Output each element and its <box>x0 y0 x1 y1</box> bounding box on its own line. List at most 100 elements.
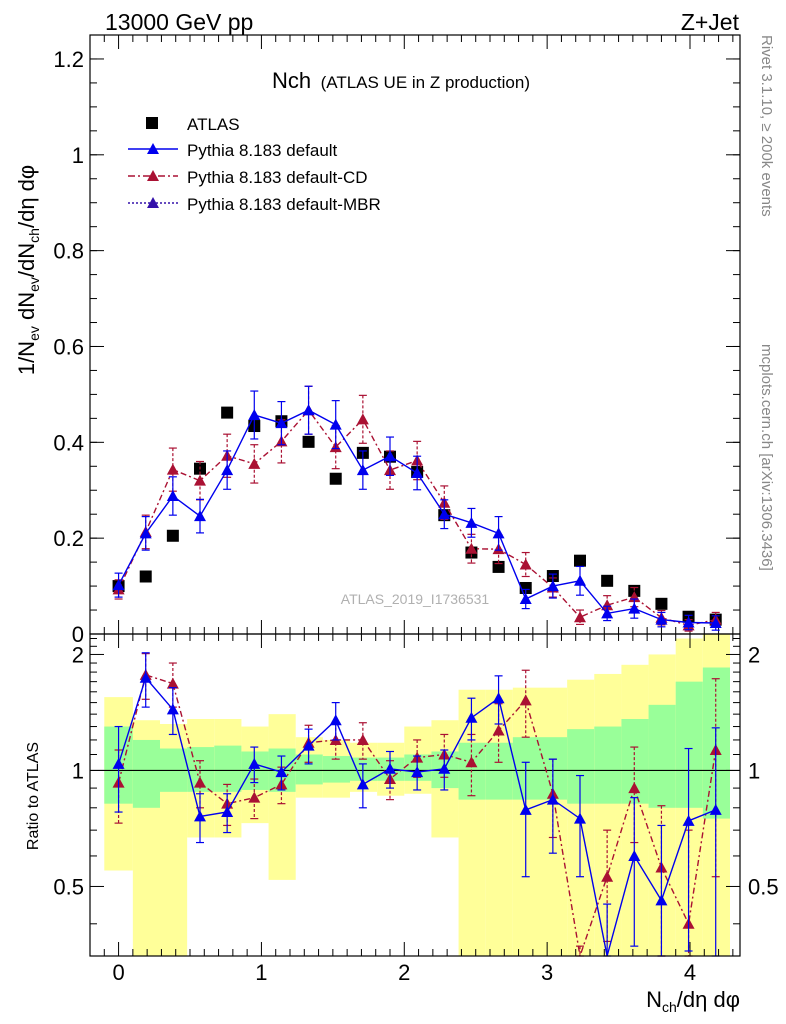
ratio-default-point <box>519 803 532 815</box>
ratio-default-point <box>112 757 125 769</box>
default-cd-point <box>574 611 586 623</box>
ratio-y-tick-label: 1 <box>72 758 84 783</box>
default-point <box>166 489 179 501</box>
atlas-data-point <box>574 554 586 567</box>
default-point <box>465 516 478 528</box>
band-inner-bin <box>567 729 595 804</box>
default-point <box>248 409 261 421</box>
ratio-default-point <box>438 762 451 774</box>
band-outer-bin <box>458 689 486 956</box>
ratio-default-point <box>302 739 315 751</box>
ratio-default-point <box>139 671 152 683</box>
energy-label: 13000 GeV pp <box>105 9 253 35</box>
legend-label-atlas: ATLAS <box>187 115 240 134</box>
ratio-default-point <box>248 757 261 769</box>
main-y-axis-label: 1/Nev dNev/dNch/dη dφ <box>14 165 42 375</box>
default-cd-point <box>166 463 179 475</box>
ratio-default-cd-point <box>248 791 261 803</box>
atlas-data-point <box>601 574 614 587</box>
default-point <box>112 579 125 591</box>
ratio-default-point <box>275 766 288 778</box>
ratio-default-cd-point <box>492 724 505 736</box>
default-point <box>302 404 315 416</box>
ratio-y-tick-label-right: 2 <box>748 642 760 667</box>
ratio-y-tick-label-right: 1 <box>748 758 760 783</box>
ratio-default-point <box>411 766 424 778</box>
ratio-y-axis-label: Ratio to ATLAS <box>25 742 42 850</box>
ratio-default-cd-point <box>465 756 478 768</box>
ratio-default-cd-point <box>519 694 532 706</box>
default-point <box>492 527 505 539</box>
band-outer-bin <box>621 664 649 956</box>
ratio-default-point <box>194 810 206 822</box>
default-cd-point <box>465 542 478 554</box>
ratio-default-point <box>465 711 478 723</box>
band-outer-bin <box>512 687 540 956</box>
legend-label-cd: Pythia 8.183 default-CD <box>187 168 368 187</box>
ratio-default-cd-point <box>356 733 369 745</box>
default-point <box>438 508 451 520</box>
default-cd-point <box>601 599 614 611</box>
default-point <box>655 613 668 625</box>
default-point <box>411 466 424 478</box>
series-layer <box>112 385 722 957</box>
process-label: Z+Jet <box>681 9 740 35</box>
x-tick-label: 4 <box>684 960 696 985</box>
default-cd-point <box>248 457 261 469</box>
x-tick-label: 2 <box>398 960 410 985</box>
default-cd-point <box>519 558 532 570</box>
ratio-default-cd-point <box>194 776 206 788</box>
default-point <box>356 464 369 476</box>
plot-title: Nch (ATLAS UE in Z production) <box>272 68 530 93</box>
ratio-default-point <box>384 762 396 774</box>
default-point <box>601 607 614 619</box>
band-inner-bin <box>132 739 160 808</box>
ratio-default-point <box>492 692 505 704</box>
legend-marker-mbr <box>147 197 159 208</box>
legend-marker-default <box>147 143 159 154</box>
atlas-data-point <box>166 529 179 542</box>
atlas-data-point <box>655 597 668 610</box>
main-y-tick-label: 1 <box>72 143 84 168</box>
atlas-data-point <box>329 472 342 485</box>
band-inner-bin <box>295 754 323 785</box>
band-outer-bin <box>268 714 296 880</box>
ratio-default-point <box>682 814 695 826</box>
x-axis-label: Nch/dη dφ <box>646 987 740 1015</box>
default-point <box>709 616 722 628</box>
ratio-y-tick-label: 2 <box>72 642 84 667</box>
default-cd-point <box>356 413 369 425</box>
default-point <box>519 593 532 605</box>
ratio-default-point <box>709 803 722 815</box>
band-inner-bin <box>485 742 513 800</box>
default-point <box>546 580 559 592</box>
ratio-default-point <box>166 703 179 715</box>
legend-marker-atlas <box>146 117 158 129</box>
band-inner-bin <box>322 756 350 783</box>
ratio-default-point <box>574 812 586 824</box>
band-inner-bin <box>350 757 378 781</box>
analysis-watermark: ATLAS_2019_I1736531 <box>341 591 490 607</box>
band-inner-bin <box>675 681 703 808</box>
atlas-data-point <box>221 406 234 419</box>
default-point <box>628 602 641 614</box>
legend-label-mbr: Pythia 8.183 default-MBR <box>187 195 381 214</box>
x-tick-label: 1 <box>255 960 267 985</box>
default-point <box>139 527 152 539</box>
legend-marker-cd <box>147 170 159 181</box>
ratio-default-point <box>329 714 342 726</box>
ratio-default-cd-point <box>166 677 179 689</box>
ratio-default-point <box>655 894 668 906</box>
main-y-tick-label: 0.6 <box>53 334 84 359</box>
band-inner-bin <box>702 667 730 819</box>
atlas-data-point <box>139 570 152 583</box>
ratio-default-point <box>221 806 234 818</box>
default-point <box>221 464 234 476</box>
ratio-default-cd-point <box>628 782 641 794</box>
default-point <box>275 417 288 429</box>
x-tick-label: 0 <box>112 960 124 985</box>
ratio-y-tick-label: 0.5 <box>53 874 84 899</box>
default-point <box>384 450 396 462</box>
default-cd-line <box>117 409 716 627</box>
